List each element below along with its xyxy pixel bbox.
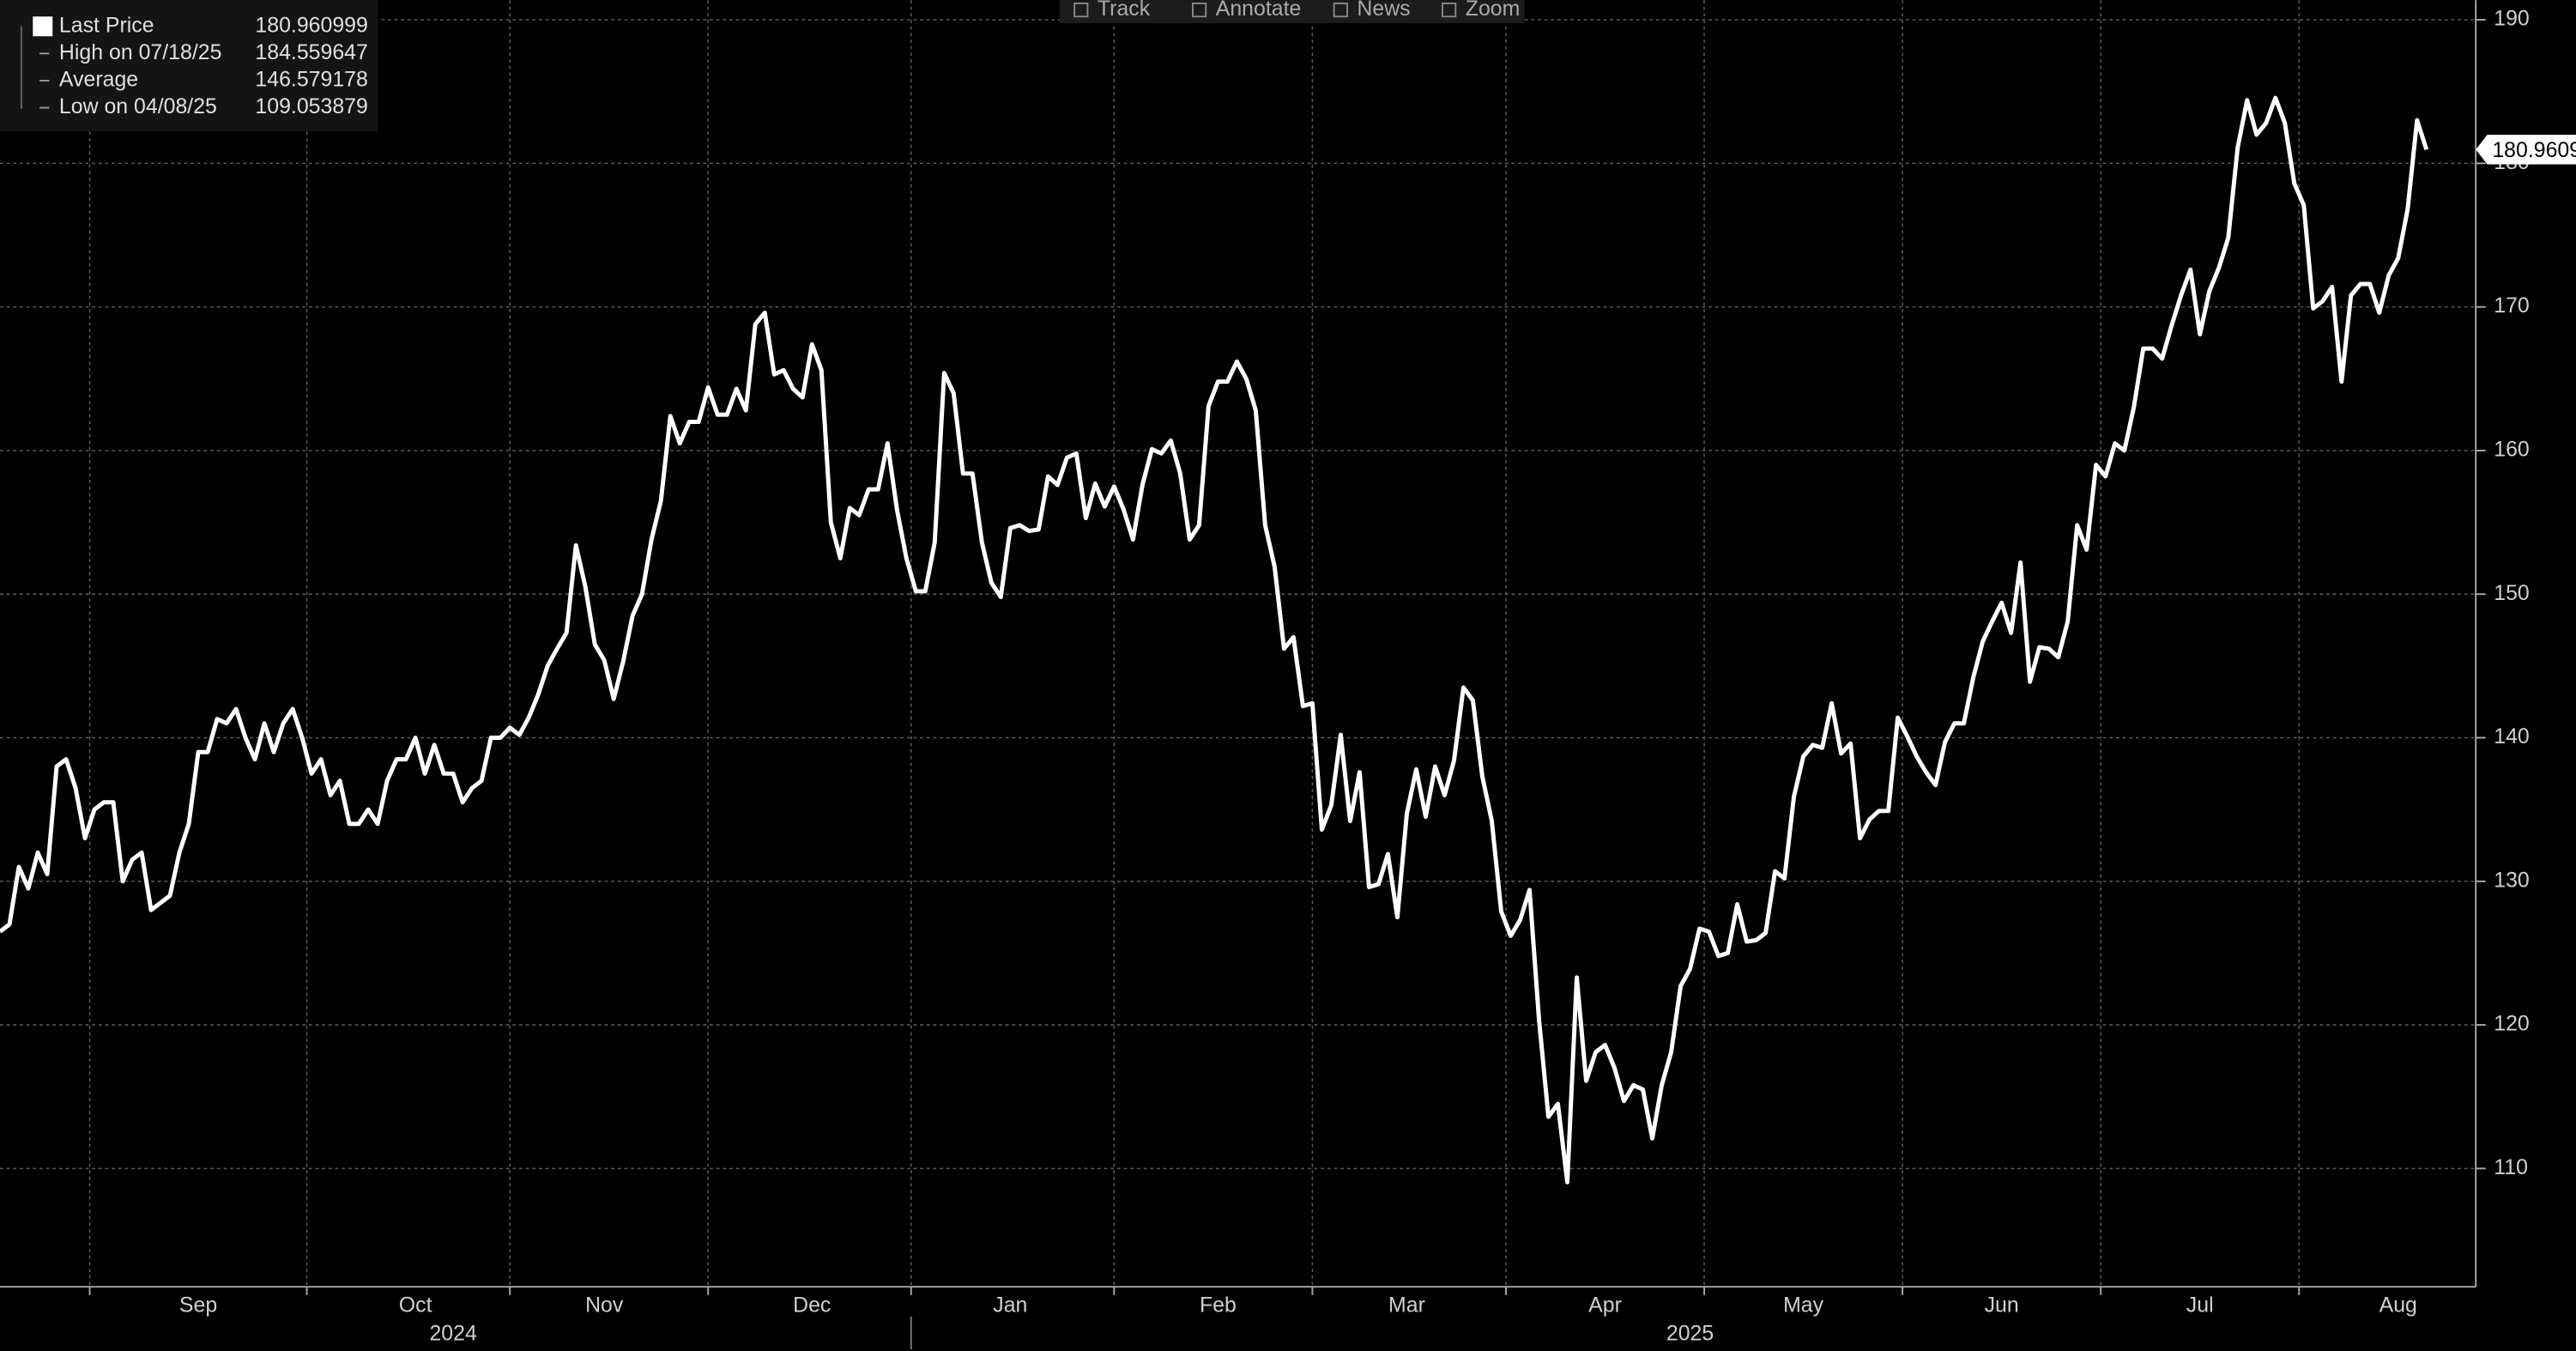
x-tick-label: Mar [1388,1293,1425,1318]
x-tick-label: Aug [2379,1293,2417,1318]
toolbar-button[interactable]: News [1357,0,1410,21]
toolbar-button[interactable]: Zoom [1466,0,1521,21]
legend-value: 109.053879 [255,94,367,118]
toolbar-icon [1333,2,1348,18]
legend-value: 180.960999 [255,13,367,37]
y-tick-label: 190 [2494,7,2530,31]
legend-label: Last Price [59,13,154,37]
y-tick-label: 170 [2494,294,2530,318]
x-tick-label: Nov [585,1293,624,1318]
tag-label: 180.9609 [2492,138,2576,162]
last-price-tag: 180.9609 [2476,135,2576,165]
legend-bg [0,0,378,132]
year-label: 2025 [1666,1321,1714,1345]
tag-shape [2476,135,2576,165]
x-tick-label: Jan [993,1293,1027,1318]
x-tick-label: Jun [1985,1293,2019,1318]
x-tick-label: Dec [793,1293,831,1318]
x-tick-label: Feb [1200,1293,1237,1318]
y-tick-label: 130 [2494,868,2530,892]
y-tick-label: 140 [2494,724,2530,748]
x-tick-label: Sep [179,1293,217,1318]
x-tick-label: Jul [2186,1293,2214,1318]
x-tick-label: Apr [1588,1293,1622,1318]
toolbar-icon [1073,2,1089,18]
toolbar-icon [1191,2,1207,18]
toolbar-icon [1442,2,1457,18]
legend-value: 146.579178 [255,68,367,92]
toolbar-button[interactable]: Annotate [1216,0,1302,21]
y-tick-label: 120 [2494,1012,2530,1036]
y-tick-label: 160 [2494,437,2530,461]
legend-label: Low on 04/08/25 [59,94,217,118]
legend-value: 184.559647 [255,40,367,64]
legend-swatch [33,16,53,37]
toolbar-button[interactable]: Track [1098,0,1151,21]
price-line [0,95,2429,1184]
x-tick-label: Oct [399,1293,432,1318]
year-label: 2024 [429,1321,477,1345]
x-tick-label: May [1783,1293,1824,1318]
y-tick-label: 110 [2494,1155,2528,1179]
legend-label: High on 07/18/25 [59,40,221,64]
legend-label: Average [59,68,138,92]
y-tick-label: 150 [2494,581,2530,605]
